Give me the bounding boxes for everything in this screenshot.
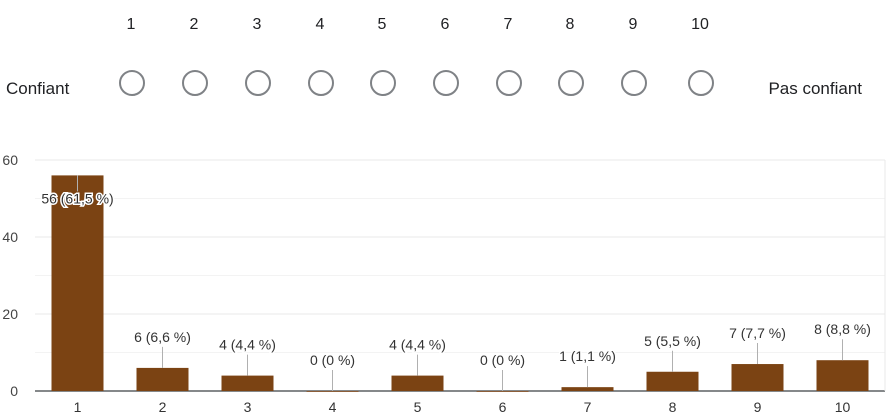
scale-number: 2: [189, 16, 199, 33]
response-bar-chart: 0 20 40 60 1 56 (61,5 %) 2 6 (6,6 %) 3 4 (4,4 %) 4…: [2, 152, 886, 415]
x-tick-label: 3: [244, 399, 252, 415]
scale-number: 6: [440, 16, 450, 33]
data-label: 56 (61,5 %): [41, 190, 113, 206]
bar-4: [306, 391, 359, 392]
radio-option-3[interactable]: [245, 70, 271, 96]
scale-number: 8: [565, 16, 575, 33]
x-tick-label: 1: [74, 399, 82, 415]
bar-2: [136, 367, 189, 391]
y-tick-label: 60: [2, 152, 18, 168]
bar-5: [391, 375, 444, 391]
bar-9: [731, 364, 784, 391]
x-tick-label: 2: [159, 399, 167, 415]
scale-number: 3: [252, 16, 262, 33]
bar-6: [476, 391, 529, 392]
scale-number: 1: [126, 16, 136, 33]
scale-number-row: 1 2 3 4 5 6 7 8 9 10: [0, 16, 891, 36]
x-tick-label: 10: [835, 399, 851, 415]
linear-scale: Confiant Pas confiant: [0, 68, 891, 100]
radio-option-2[interactable]: [182, 70, 208, 96]
bar-3: [221, 375, 274, 391]
data-label: 4 (4,4 %): [389, 337, 446, 353]
radio-option-4[interactable]: [308, 70, 334, 96]
data-label: 0 (0 %): [310, 352, 355, 368]
y-tick-label: 0: [10, 383, 18, 399]
data-label: 0 (0 %): [480, 352, 525, 368]
scale-number: 7: [503, 16, 513, 33]
y-tick-label: 20: [2, 306, 18, 322]
data-label: 6 (6,6 %): [134, 329, 191, 345]
radio-option-8[interactable]: [558, 70, 584, 96]
bar-8: [646, 371, 699, 391]
bar-7: [561, 387, 614, 391]
scale-left-label: Confiant: [6, 79, 70, 98]
scale-number: 10: [691, 16, 709, 33]
x-tick-label: 4: [329, 399, 337, 415]
data-label: 5 (5,5 %): [644, 333, 701, 349]
radio-option-9[interactable]: [621, 70, 647, 96]
radio-option-6[interactable]: [433, 70, 459, 96]
radio-option-1[interactable]: [119, 70, 145, 96]
data-label: 1 (1,1 %): [559, 348, 616, 364]
y-tick-label: 40: [2, 229, 18, 245]
scale-number: 9: [628, 16, 638, 33]
data-label: 4 (4,4 %): [219, 337, 276, 353]
bar-10: [816, 360, 869, 391]
radio-option-10[interactable]: [688, 70, 714, 96]
bar-1: [51, 175, 104, 391]
data-label: 7 (7,7 %): [729, 325, 786, 341]
x-tick-label: 7: [584, 399, 592, 415]
scale-number: 4: [315, 16, 325, 33]
radio-option-7[interactable]: [496, 70, 522, 96]
scale-number: 5: [377, 16, 387, 33]
scale-right-label: Pas confiant: [768, 79, 862, 98]
x-tick-label: 8: [669, 399, 677, 415]
x-tick-label: 9: [754, 399, 762, 415]
data-label: 8 (8,8 %): [814, 321, 871, 337]
x-tick-label: 5: [414, 399, 422, 415]
radio-option-5[interactable]: [370, 70, 396, 96]
x-tick-label: 6: [499, 399, 507, 415]
